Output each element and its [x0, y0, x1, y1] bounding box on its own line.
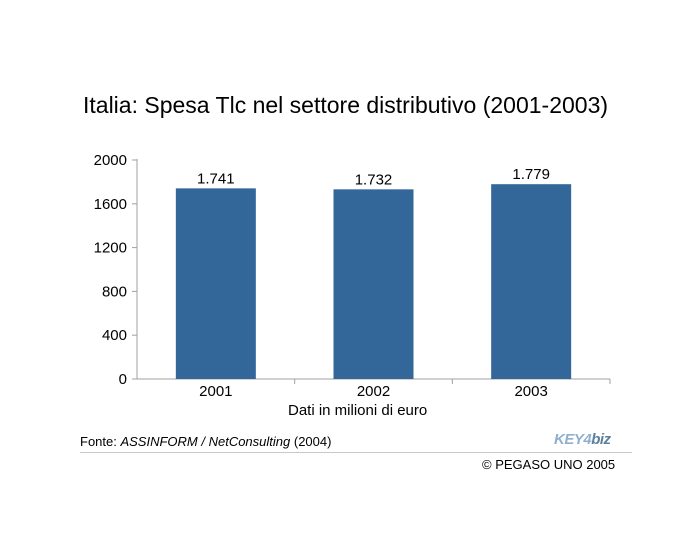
y-tick-label: 1600 — [94, 196, 127, 213]
y-tick-label: 400 — [102, 327, 127, 344]
y-tick-label: 1200 — [94, 240, 127, 257]
y-tick-label: 800 — [102, 283, 127, 300]
x-tick-label: 2002 — [357, 383, 390, 400]
x-tick-label: 2003 — [514, 383, 547, 400]
chart-title: Italia: Spesa Tlc nel settore distributi… — [83, 92, 609, 118]
source-name: ASSINFORM / NetConsulting — [120, 434, 291, 449]
x-tick-label: 2001 — [199, 383, 232, 400]
bar — [333, 189, 414, 379]
logo-part-biz: biz — [591, 431, 611, 448]
data-label: 1.741 — [197, 170, 235, 187]
bar — [491, 184, 572, 379]
bottom-divider — [80, 452, 632, 453]
source-prefix: Fonte: — [80, 434, 121, 449]
data-label: 1.732 — [355, 171, 393, 188]
copyright-text: © PEGASO UNO 2005 — [482, 457, 616, 472]
y-tick-label: 0 — [119, 371, 127, 388]
bar — [175, 188, 256, 379]
y-tick-label: 2000 — [94, 152, 127, 169]
logo-part-key4: KEY4 — [554, 431, 592, 448]
key4biz-logo: KEY4biz — [554, 431, 611, 448]
source-suffix: (2004) — [290, 434, 332, 449]
source-note: Fonte: ASSINFORM / NetConsulting (2004) — [80, 434, 331, 449]
data-label: 1.779 — [512, 166, 550, 183]
x-axis-label: Dati in milioni di euro — [288, 402, 428, 419]
